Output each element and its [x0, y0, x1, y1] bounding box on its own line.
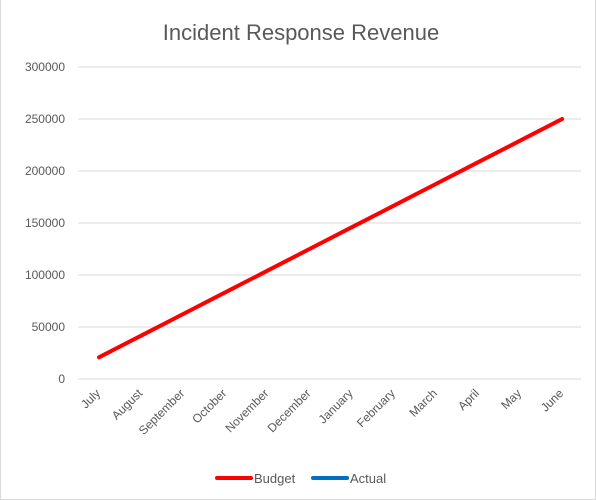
legend: Budget Actual	[217, 471, 386, 486]
x-tick-label: September	[136, 386, 187, 437]
x-tick-label: March	[406, 386, 439, 419]
y-tick-label: 300000	[25, 60, 65, 74]
x-tick-label: October	[189, 386, 229, 426]
legend-label-actual: Actual	[350, 471, 386, 486]
x-tick-label: January	[316, 386, 356, 426]
y-tick-label: 50000	[32, 320, 66, 334]
x-tick-label: November	[222, 386, 271, 435]
y-tick-label: 150000	[25, 216, 65, 230]
x-tick-label: February	[354, 386, 398, 430]
y-tick-label: 100000	[25, 268, 65, 282]
gridlines	[78, 67, 581, 379]
series-line-budget	[99, 119, 562, 357]
y-axis-ticks: 0 50000 100000 150000 200000 250000 300000	[25, 60, 65, 386]
y-tick-label: 200000	[25, 164, 65, 178]
series-layer	[99, 119, 562, 357]
x-tick-label: April	[455, 386, 482, 413]
x-tick-label: July	[78, 386, 103, 411]
x-tick-label: August	[109, 386, 146, 423]
chart-title: Incident Response Revenue	[163, 20, 439, 45]
legend-label-budget: Budget	[254, 471, 296, 486]
x-tick-label: May	[498, 386, 524, 412]
x-tick-label: December	[265, 386, 314, 435]
y-tick-label: 250000	[25, 112, 65, 126]
x-tick-label: June	[538, 386, 567, 415]
y-tick-label: 0	[58, 372, 65, 386]
